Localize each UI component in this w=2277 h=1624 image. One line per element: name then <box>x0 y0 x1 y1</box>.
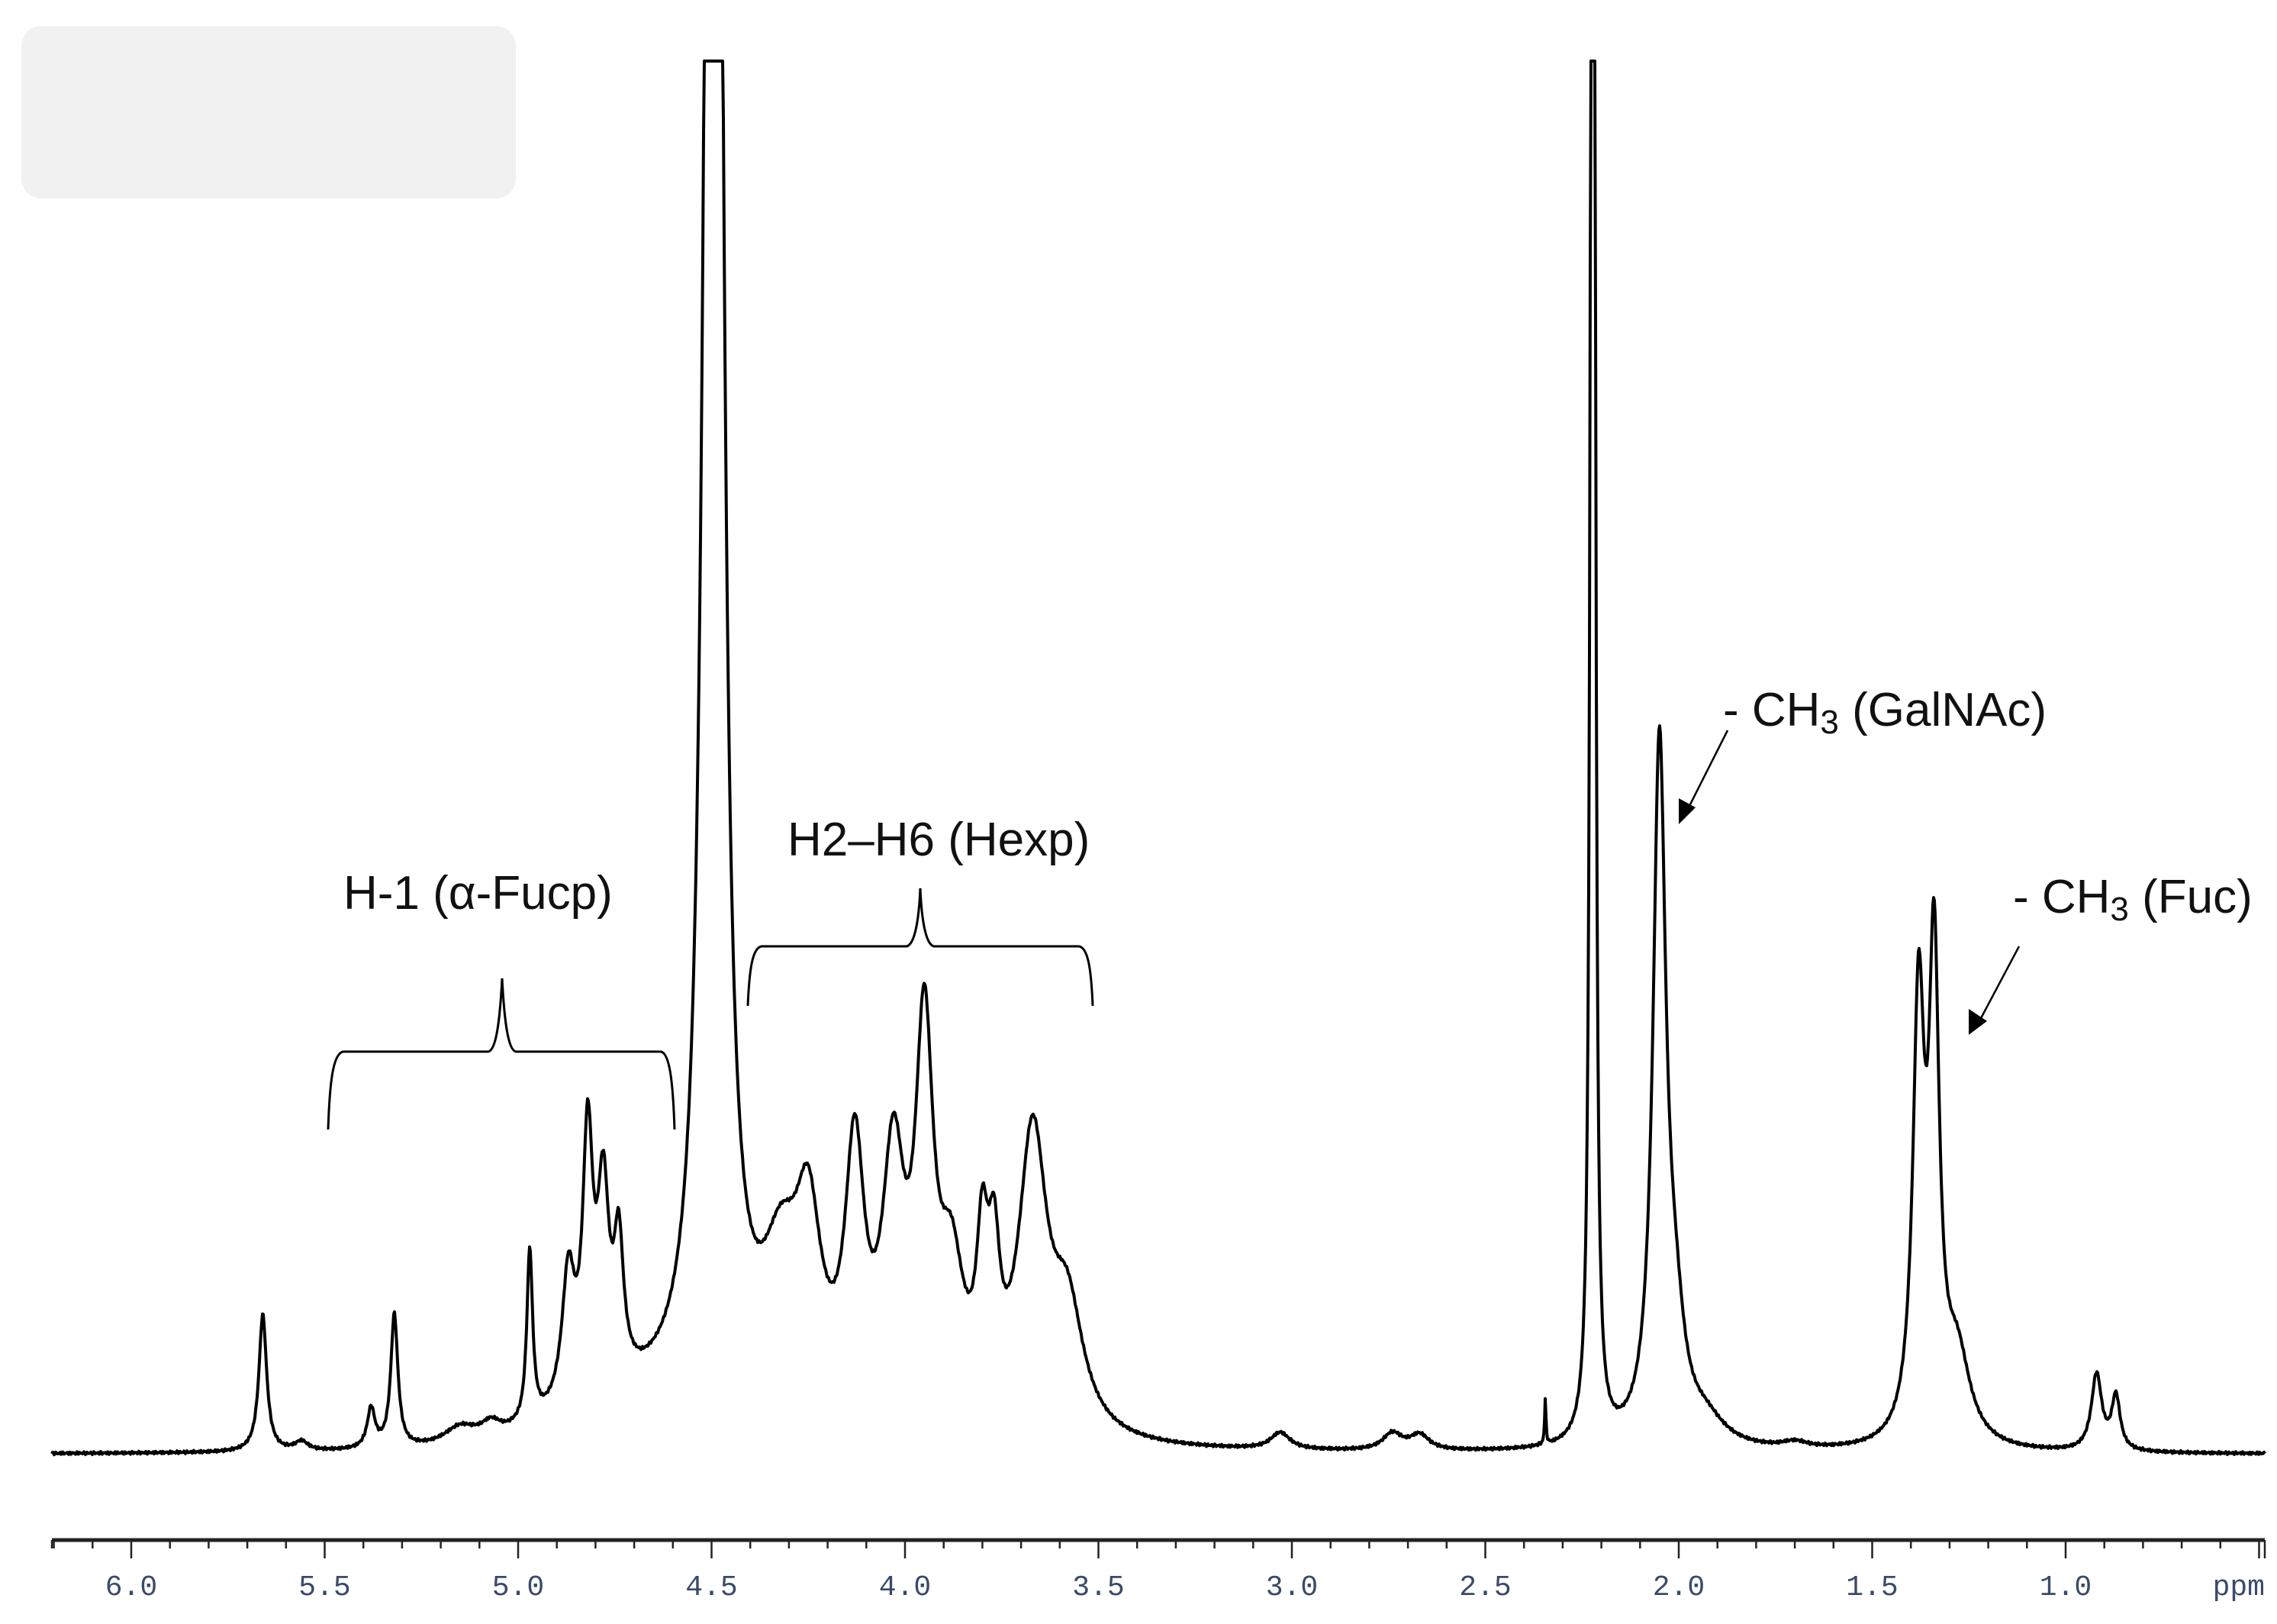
tick-label: 3.5 <box>1072 1571 1124 1604</box>
tick-label: 2.0 <box>1653 1571 1705 1604</box>
bracket-h2h6-hexp <box>746 888 1094 1007</box>
label-h2h6-hexp: H2–H6 (Hexp) <box>787 814 1090 866</box>
annotation-brackets <box>327 888 1094 1130</box>
x-axis: 6.0 5.5 5.0 4.5 4.0 3.5 3.0 2.5 2.0 1.5 1.0 ppm <box>50 1538 2266 1604</box>
tick-label: 4.0 <box>879 1571 931 1604</box>
tick-label: 1.5 <box>1846 1571 1898 1604</box>
tick-label: 5.0 <box>492 1571 544 1604</box>
label-ch3-galnac-suffix: (GalNAc) <box>1838 684 2047 736</box>
tick-label: 6.0 <box>105 1571 157 1604</box>
arrow-fuc-shaft <box>1978 946 2021 1022</box>
spectrum-trace <box>50 60 2266 1457</box>
axis-unit-label: ppm <box>2213 1571 2265 1604</box>
label-ch3-fuc: - CH3 (Fuc) <box>2013 874 2253 926</box>
label-ch3-galnac: - CH3 (GalNAc) <box>1723 687 2047 740</box>
arrow-galnac-shaft <box>1686 730 1729 810</box>
tick-label: 4.5 <box>685 1571 737 1604</box>
bracket-h1-fucp <box>327 978 676 1130</box>
tick-label: 3.0 <box>1266 1571 1318 1604</box>
label-ch3-fuc-suffix: (Fuc) <box>2128 871 2253 923</box>
tick-label: 5.5 <box>298 1571 350 1604</box>
annotation-arrows <box>1679 730 2021 1035</box>
arrow-galnac-head-icon <box>1679 798 1696 824</box>
tick-label: 2.5 <box>1459 1571 1511 1604</box>
label-ch3-galnac-prefix: - CH <box>1723 684 1821 736</box>
label-ch3-galnac-sub: 3 <box>1820 704 1839 741</box>
arrow-fuc-head-icon <box>1969 1009 1987 1035</box>
redacted-label-box <box>21 26 516 198</box>
label-ch3-fuc-prefix: - CH <box>2013 871 2111 923</box>
tick-label: 1.0 <box>2040 1571 2092 1604</box>
label-h1-fucp: H-1 (α-Fucp) <box>343 867 613 920</box>
label-ch3-fuc-sub: 3 <box>2110 891 2129 928</box>
spectrum-line <box>50 60 2266 1457</box>
